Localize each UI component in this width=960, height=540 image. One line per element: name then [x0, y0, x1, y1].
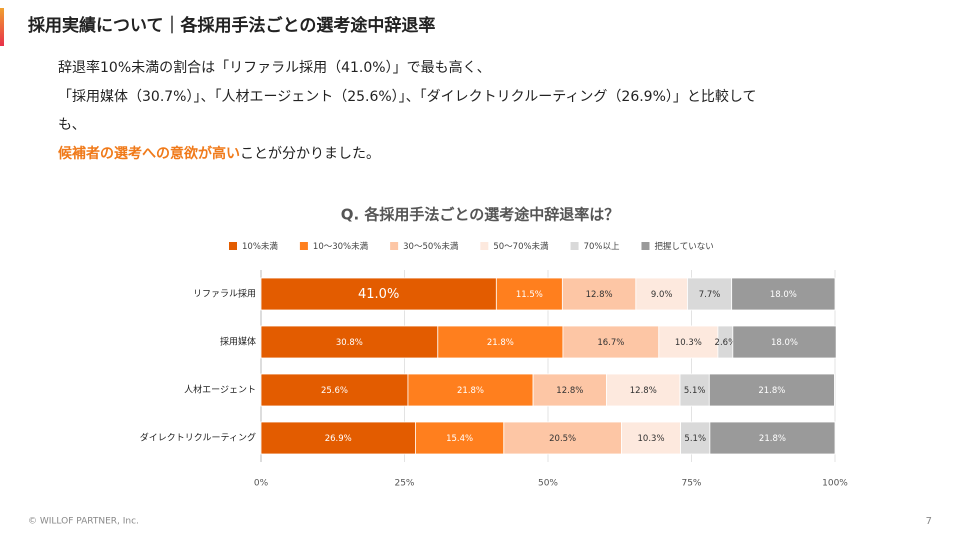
- x-tick-label: 0%: [254, 479, 269, 489]
- value-label: 25.6%: [321, 386, 348, 396]
- value-label: 5.1%: [684, 386, 706, 396]
- value-label: 41.0%: [358, 287, 399, 302]
- x-tick-label: 100%: [822, 479, 848, 489]
- chart-title: Q. 各採用手法ごとの選考途中辞退率は？: [341, 206, 620, 224]
- bar-segment: [437, 325, 564, 359]
- value-label: 12.8%: [586, 290, 613, 300]
- value-label: 7.7%: [699, 290, 721, 300]
- value-label: 10.3%: [675, 338, 702, 348]
- bar-segment: [709, 421, 836, 455]
- body-conclusion: 候補者の選考への意欲が高いことが分かりました。: [58, 145, 380, 162]
- bar-segment: [635, 277, 688, 311]
- value-label: 20.5%: [549, 434, 576, 444]
- bar-segment: [503, 421, 622, 455]
- bar-segment: [532, 373, 607, 407]
- accent-bar: [0, 8, 4, 46]
- legend-swatch: [229, 242, 237, 250]
- bar-segment: [260, 373, 409, 407]
- legend-swatch: [390, 242, 399, 250]
- legend-swatch: [570, 242, 579, 250]
- page-number: 7: [926, 516, 932, 527]
- bar-segment: [687, 277, 733, 311]
- legend-label: 70%以上: [584, 242, 620, 252]
- value-label: 5.1%: [684, 434, 706, 444]
- value-label: 16.7%: [597, 338, 624, 348]
- value-label: 26.9%: [325, 434, 352, 444]
- value-label: 21.8%: [487, 338, 514, 348]
- body-line: 「採用媒体（30.7%）」、「人材エージェント（25.6%）」、「ダイレクトリク…: [58, 89, 756, 105]
- y-tick-label: 人材エージェント: [184, 384, 256, 396]
- bar-segment: [732, 325, 837, 359]
- bar-segment: [731, 277, 836, 311]
- legend-swatch: [299, 242, 308, 250]
- value-label: 2.6%: [715, 338, 737, 348]
- value-label: 15.4%: [446, 434, 473, 444]
- y-tick-label: 採用媒体: [220, 336, 256, 348]
- conclusion-rest: ことが分かりました。: [240, 146, 380, 162]
- bar-segment: [260, 277, 497, 311]
- value-label: 11.5%: [516, 290, 543, 300]
- bar-segment: [415, 421, 505, 455]
- highlight: 候補者の選考への意欲が高い: [58, 145, 240, 162]
- bar-segment: [606, 373, 681, 407]
- value-label: 21.8%: [759, 434, 786, 444]
- value-label: 12.8%: [556, 386, 583, 396]
- legend-label: 50～70%未満: [493, 241, 549, 252]
- value-label: 21.8%: [457, 386, 484, 396]
- y-tick-label: リファラル採用: [193, 288, 256, 300]
- value-label: 30.8%: [336, 338, 363, 348]
- value-label: 21.8%: [758, 386, 785, 396]
- bar-segment: [680, 421, 711, 455]
- legend-swatch: [480, 242, 489, 250]
- value-label: 10.3%: [638, 434, 665, 444]
- legend-label: 把握していない: [654, 241, 713, 252]
- legend-label: 10%未満: [242, 241, 278, 252]
- body-line: も、: [58, 117, 86, 133]
- legend-label: 30～50%未満: [403, 241, 459, 252]
- copyright: © WILLOF PARTNER, Inc.: [28, 517, 139, 527]
- x-tick-label: 50%: [538, 479, 558, 489]
- value-label: 9.0%: [651, 290, 673, 300]
- bar-segment: [260, 421, 416, 455]
- slide-title: 採用実績について｜各採用手法ごとの選考途中辞退率: [28, 15, 435, 36]
- bar-segment: [260, 325, 439, 359]
- body-line: 辞退率10%未満の割合は「リファラル採用（41.0%）」で最も高く、: [58, 59, 491, 76]
- bar-segment: [562, 325, 660, 359]
- value-label: 18.0%: [770, 290, 797, 300]
- legend-swatch: [641, 242, 650, 250]
- x-tick-label: 75%: [681, 479, 701, 489]
- legend-label: 10～30%未満: [313, 241, 369, 252]
- bar-segment: [621, 421, 681, 455]
- x-tick-label: 25%: [394, 479, 414, 489]
- bar-segment: [708, 373, 835, 407]
- y-tick-label: ダイレクトリクルーティング: [140, 432, 256, 444]
- bar-segment: [658, 325, 719, 359]
- value-label: 12.8%: [630, 386, 657, 396]
- value-label: 18.0%: [771, 338, 798, 348]
